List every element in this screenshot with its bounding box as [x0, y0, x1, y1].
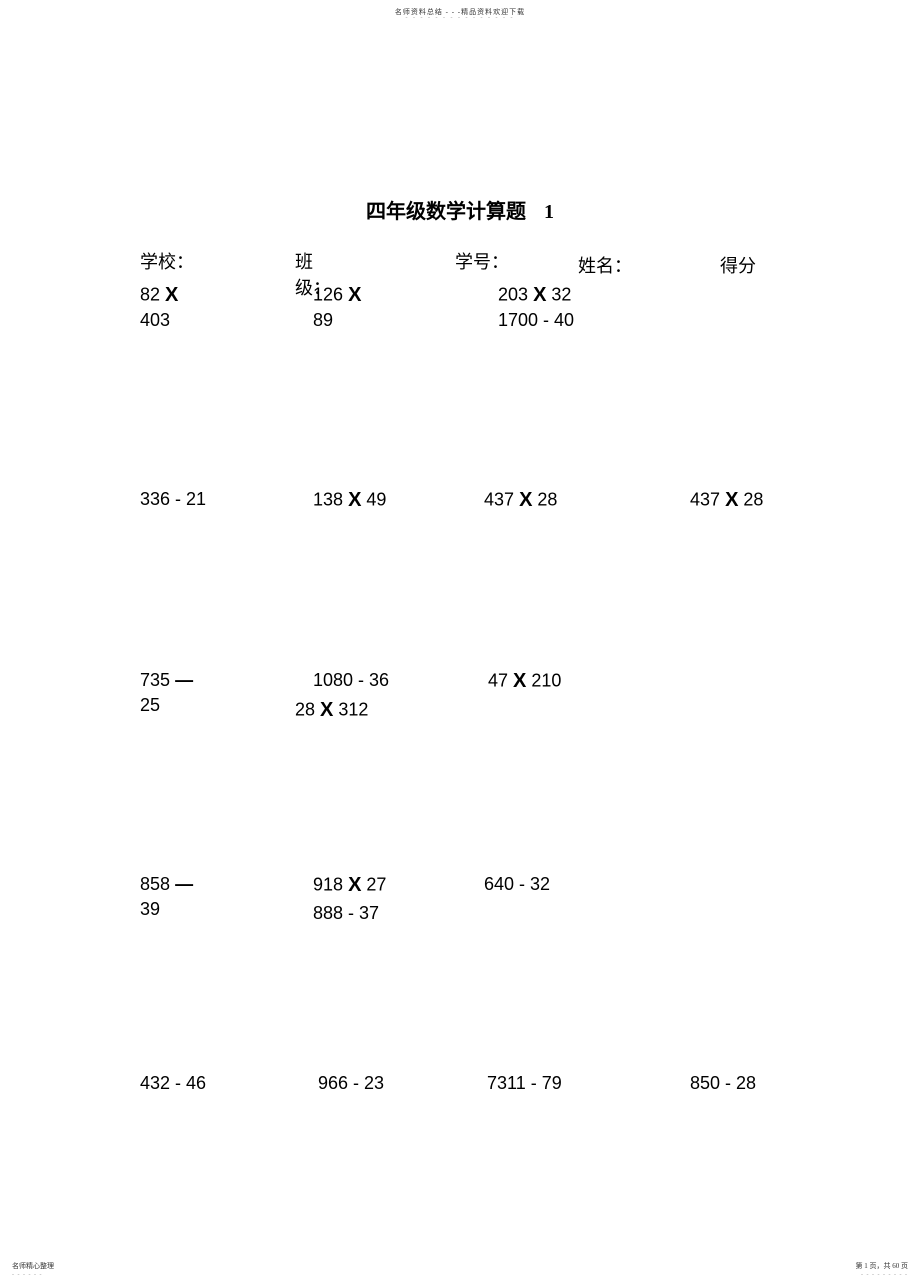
problem-r5c4: 850 - 28 — [690, 1073, 756, 1094]
problem-r2c4: 437 X 28 — [690, 489, 763, 512]
label-score: 得分 — [720, 252, 756, 278]
p-text: 858 — [140, 874, 170, 894]
problem-r2c2: 138 X 49 — [313, 489, 386, 512]
problem-r3c2-l2: 28 X 312 — [295, 699, 368, 722]
footer-right: 第 1 页，共 60 页 — [856, 1261, 909, 1271]
problem-r1c3: 203 X 32 — [498, 284, 571, 307]
p-text: 28 — [537, 489, 557, 509]
mult-icon: X — [519, 489, 532, 511]
p-text: 126 — [313, 284, 343, 304]
p-text: 210 — [531, 670, 561, 690]
problem-r2c1: 336 - 21 — [140, 489, 206, 510]
problem-r3c3: 47 X 210 — [488, 670, 561, 693]
footer-left: 名师精心整理 — [12, 1261, 54, 1271]
p-text: 312 — [338, 699, 368, 719]
problem-r5c1: 432 - 46 — [140, 1073, 206, 1094]
p-text: 203 — [498, 284, 528, 304]
problem-r4c1: 858 — — [140, 874, 193, 895]
p-text: 437 — [484, 489, 514, 509]
problem-r3c1: 735 — — [140, 670, 193, 691]
p-text: 47 — [488, 670, 508, 690]
mult-icon: X — [348, 284, 361, 306]
label-name: 姓名： — [578, 252, 632, 278]
problem-r5c3: 7311 - 79 — [487, 1073, 562, 1094]
mult-icon: X — [533, 284, 546, 306]
label-id: 学号： — [455, 248, 509, 274]
p-text: 437 — [690, 489, 720, 509]
p-text: 82 — [140, 284, 160, 304]
problem-r1c2: 126 X — [313, 284, 361, 307]
header-dots: - - - - - - - - - - - - - - - — [406, 15, 515, 21]
title-number: 1 — [544, 201, 554, 223]
problem-r4c1-l2: 39 — [140, 899, 160, 920]
mult-icon: X — [725, 489, 738, 511]
p-text: 32 — [551, 284, 571, 304]
label-class-line1: 班 — [295, 248, 313, 274]
problem-r1c3-l2: 1700 - 40 — [498, 310, 574, 331]
problem-r5c2: 966 - 23 — [318, 1073, 384, 1094]
problem-r3c2: 1080 - 36 — [313, 670, 389, 691]
minus-icon: — — [175, 874, 193, 894]
problem-r4c3: 640 - 32 — [484, 874, 550, 895]
title-main: 四年级数学计算题 — [366, 201, 526, 223]
mult-icon: X — [513, 670, 526, 692]
mult-icon: X — [348, 489, 361, 511]
p-text: 27 — [366, 874, 386, 894]
mult-icon: X — [165, 284, 178, 306]
p-text: 918 — [313, 874, 343, 894]
p-text: 138 — [313, 489, 343, 509]
problem-r1c2-l2: 89 — [313, 310, 333, 331]
mult-icon: X — [348, 874, 361, 896]
problem-r1c1-l2: 403 — [140, 310, 170, 331]
p-text: 49 — [366, 489, 386, 509]
p-text: 28 — [295, 699, 315, 719]
problem-r2c3: 437 X 28 — [484, 489, 557, 512]
problem-r4c2-l2: 888 - 37 — [313, 903, 379, 924]
footer-right-dots: - - - - - - - - - — [861, 1272, 908, 1278]
problem-r3c1-l2: 25 — [140, 695, 160, 716]
label-school: 学校： — [140, 248, 194, 274]
problem-r4c2: 918 X 27 — [313, 874, 386, 897]
minus-icon: — — [175, 670, 193, 690]
p-text: 735 — [140, 670, 170, 690]
mult-icon: X — [320, 699, 333, 721]
footer-left-dots: - - - - - - — [12, 1272, 43, 1278]
p-text: 28 — [743, 489, 763, 509]
page-title: 四年级数学计算题 1 — [366, 195, 554, 224]
problem-r1c1: 82 X — [140, 284, 178, 307]
